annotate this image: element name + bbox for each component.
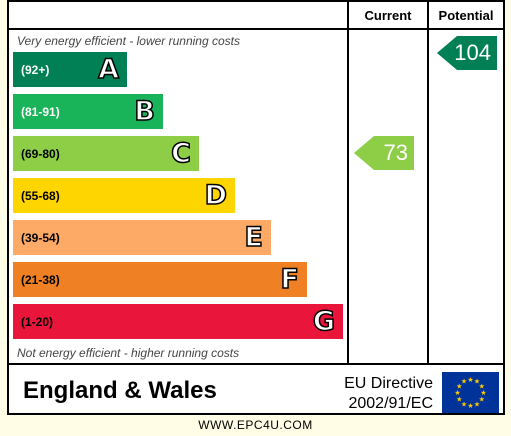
- eu-flag-icon: ★ ★★★★★★★★★★★: [442, 372, 499, 413]
- epc-chart-frame: Current Potential Very energy efficient …: [7, 0, 505, 415]
- eu-star-icon: ★: [456, 396, 462, 404]
- band-letter: C: [170, 138, 191, 169]
- eu-star-icon: ★: [474, 400, 480, 408]
- band-letter: E: [244, 222, 264, 253]
- band-range-label: (92+): [21, 62, 50, 77]
- bottom-caption: Not energy efficient - higher running co…: [17, 346, 240, 360]
- band-b: (81-91) B: [13, 94, 163, 129]
- band-letter: B: [134, 96, 156, 127]
- band-range-label: (21-38): [21, 272, 60, 287]
- current-rating-value: 73: [383, 140, 408, 165]
- current-column-header: Current: [364, 8, 412, 23]
- top-caption: Very energy efficient - lower running co…: [17, 34, 240, 48]
- potential-rating-arrow: 104: [437, 36, 497, 70]
- eu-star-icon: ★: [467, 376, 473, 384]
- header-divider: [9, 28, 503, 30]
- potential-rating-value: 104: [454, 40, 491, 65]
- band-f: (21-38) F: [13, 262, 307, 297]
- eu-star-icon: ★: [467, 402, 473, 410]
- current-column-divider: [347, 2, 349, 365]
- band-letter: G: [312, 306, 336, 337]
- band-range-label: (81-91): [21, 104, 60, 119]
- band-range-label: (55-68): [21, 188, 60, 203]
- eu-directive-text: EU Directive 2002/91/EC: [335, 374, 433, 414]
- band-letter: A: [97, 54, 119, 85]
- eu-directive-line2: 2002/91/EC: [348, 395, 433, 412]
- footer-divider: [9, 363, 503, 365]
- eu-star-icon: ★: [461, 400, 467, 408]
- band-range-label: (69-80): [21, 146, 60, 161]
- eu-star-icon: ★: [480, 389, 486, 397]
- eu-star-icon: ★: [479, 383, 485, 391]
- eu-star-icon: ★: [474, 378, 480, 386]
- eu-star-icon: ★: [461, 378, 467, 386]
- eu-star-icon: ★: [454, 389, 460, 397]
- band-d: (55-68) D: [13, 178, 235, 213]
- band-letter: D: [204, 180, 228, 211]
- band-e: (39-54) E: [13, 220, 271, 255]
- potential-column-divider: [427, 2, 429, 365]
- band-c: (69-80) C: [13, 136, 199, 171]
- eu-star-icon: ★: [479, 396, 485, 404]
- region-title: England & Wales: [23, 377, 217, 404]
- eu-directive-line1: EU Directive: [344, 375, 433, 392]
- current-rating-arrow: 73: [354, 136, 414, 170]
- potential-column-header: Potential: [438, 8, 494, 23]
- band-g: (1-20) G: [13, 304, 343, 339]
- band-range-label: (1-20): [21, 314, 54, 329]
- eu-star-icon: ★: [456, 383, 462, 391]
- band-letter: F: [280, 264, 300, 295]
- website-footer: WWW.EPC4U.COM: [198, 418, 313, 432]
- band-a: (92+) A: [13, 52, 127, 87]
- band-range-label: (39-54): [21, 230, 60, 245]
